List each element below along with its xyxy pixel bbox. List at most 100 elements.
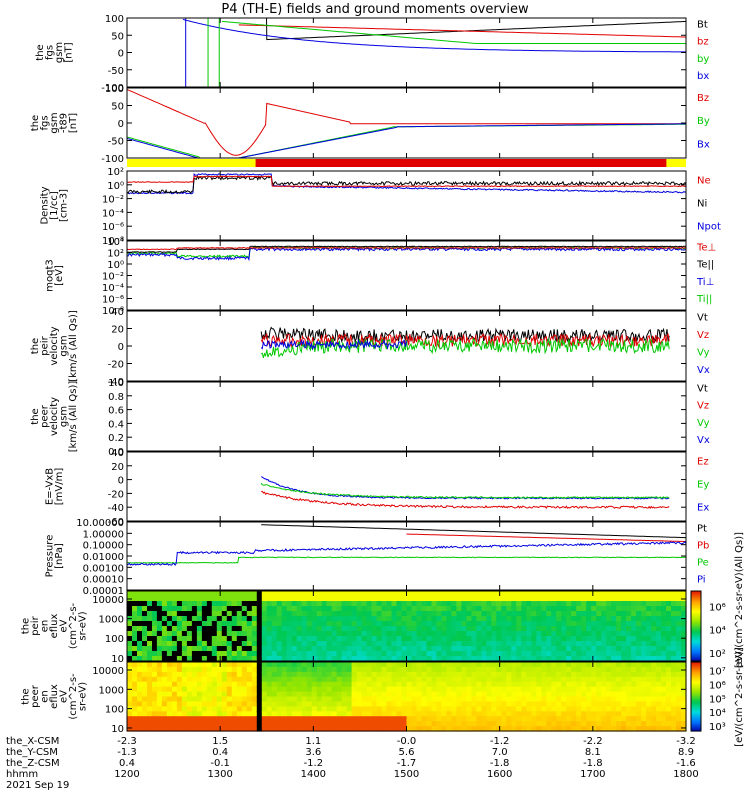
legend-entry: Ne bbox=[697, 176, 711, 187]
series-line bbox=[127, 541, 686, 567]
legend-entry: Ni bbox=[697, 199, 707, 210]
y-tick-label: 100 bbox=[105, 84, 124, 95]
y-axis-label: fgs bbox=[40, 115, 51, 130]
y-tick-label: 10⁻² bbox=[102, 272, 124, 283]
colorbar-tick: 10⁴ bbox=[709, 708, 726, 719]
panel-frame bbox=[126, 17, 687, 88]
y-tick-label: 1000 bbox=[99, 615, 124, 626]
y-axis-label: Density bbox=[40, 186, 51, 224]
colorbar-label: [eV/(cm^2-s-sr-eV)(All Qs)] bbox=[734, 532, 745, 668]
x-tick-label: 0.4 bbox=[119, 758, 135, 769]
y-axis-label: (cm^2-s- bbox=[68, 602, 79, 649]
panel-frame bbox=[126, 451, 687, 522]
series-line bbox=[127, 556, 686, 564]
y-axis-label: velocity bbox=[49, 397, 60, 436]
y-tick-label: 40 bbox=[111, 448, 124, 459]
y-tick-label: 10⁻⁸ bbox=[102, 306, 124, 317]
panel-frame bbox=[126, 87, 687, 159]
series-line bbox=[127, 247, 686, 251]
y-tick-label: 10² bbox=[107, 249, 124, 260]
y-axis-label: the bbox=[30, 338, 41, 354]
x-tick-label: -1.6 bbox=[676, 758, 696, 769]
colorbar-label: [eV/(cm^2-s-sr-eV)] bbox=[734, 647, 745, 747]
y-tick-label: 50 bbox=[111, 102, 124, 113]
legend-entry: Vt bbox=[697, 313, 708, 324]
x-tick-label: -0.0 bbox=[397, 736, 417, 747]
y-tick-label: -20 bbox=[108, 489, 124, 500]
series-line bbox=[221, 20, 686, 44]
y-tick-label: 10⁻⁸ bbox=[102, 236, 124, 247]
y-axis-label: peer bbox=[40, 404, 51, 428]
colorbar-tick: 10⁶ bbox=[709, 680, 726, 691]
y-axis-label: sr-eV) bbox=[78, 611, 89, 640]
x-tick-label: 1200 bbox=[114, 769, 139, 780]
y-axis-label: the bbox=[21, 618, 32, 634]
y-tick-label: 0 bbox=[118, 119, 124, 130]
y-axis-label: [eV] bbox=[54, 265, 65, 286]
series-line bbox=[127, 245, 686, 253]
y-axis-label: [nT] bbox=[63, 42, 74, 62]
series-line bbox=[127, 88, 686, 156]
y-tick-label: 10000 bbox=[92, 666, 124, 677]
y-tick-label: 0.00010 bbox=[83, 575, 124, 586]
colorbar-tick: 10² bbox=[709, 649, 726, 660]
x-tick-label: 8.1 bbox=[585, 747, 601, 758]
y-tick-label: 1000 bbox=[99, 685, 124, 696]
y-axis-label: the bbox=[21, 688, 32, 704]
series-line bbox=[238, 24, 686, 38]
date-label: 2021 Sep 19 bbox=[6, 780, 69, 791]
x-tick-label: 1600 bbox=[487, 769, 512, 780]
y-tick-label: 50 bbox=[111, 31, 124, 42]
y-axis-label: eV bbox=[59, 619, 70, 632]
x-tick-label: 1.5 bbox=[212, 736, 228, 747]
spectrogram-cells bbox=[127, 591, 687, 662]
y-axis-label: gsm bbox=[49, 112, 60, 133]
x-tick-label: 5.6 bbox=[399, 747, 415, 758]
colorbar-tick: 10⁷ bbox=[709, 667, 726, 678]
y-axis-label: the bbox=[30, 115, 41, 131]
legend-entry: Vz bbox=[697, 401, 709, 412]
legend-entry: Ti⊥ bbox=[696, 277, 714, 288]
y-tick-label: -50 bbox=[108, 66, 124, 77]
x-tick-label: 1400 bbox=[301, 769, 326, 780]
y-tick-label: 0.00001 bbox=[83, 586, 124, 597]
y-tick-label: -20 bbox=[108, 360, 124, 371]
x-tick-label: -1.8 bbox=[583, 758, 603, 769]
y-axis-label: sr-eV) bbox=[78, 682, 89, 711]
series-line bbox=[406, 533, 686, 542]
y-tick-label: 10⁻⁴ bbox=[102, 283, 124, 294]
y-axis-label: Pressure bbox=[44, 535, 55, 578]
y-tick-label: 10² bbox=[107, 167, 124, 178]
x-tick-label: 1800 bbox=[673, 769, 698, 780]
y-tick-label: 0.10000 bbox=[83, 541, 124, 552]
y-axis-label: eflux bbox=[49, 684, 60, 709]
axis-row-label: the_Y-CSM bbox=[6, 747, 58, 758]
y-tick-label: 10⁰ bbox=[107, 260, 124, 271]
y-axis-label: gsm bbox=[59, 335, 70, 356]
y-tick-label: 0.4 bbox=[108, 419, 124, 430]
x-tick-label: 8.9 bbox=[678, 747, 694, 758]
y-axis-label: velocity bbox=[49, 326, 60, 365]
x-tick-label: 1500 bbox=[394, 769, 419, 780]
spectrogram-cells bbox=[127, 662, 687, 732]
axis-row-label: the_Z-CSM bbox=[6, 758, 60, 769]
y-tick-label: -40 bbox=[108, 377, 124, 388]
x-tick-label: -1.3 bbox=[117, 747, 137, 758]
plot-title: P4 (TH-E) fields and ground moments over… bbox=[221, 2, 529, 17]
legend-entry: Vz bbox=[697, 330, 709, 341]
legend-entry: Pt bbox=[697, 523, 707, 534]
series-line bbox=[127, 175, 686, 188]
y-axis-label: E=-VxB bbox=[44, 468, 55, 505]
legend-entry: Pi bbox=[697, 574, 706, 585]
series-line bbox=[260, 326, 670, 344]
legend-entry: Ex bbox=[697, 503, 709, 514]
y-axis-label: moqt3 bbox=[44, 259, 55, 292]
y-axis-label: the bbox=[35, 44, 46, 60]
panel-frame bbox=[126, 240, 687, 311]
series-line bbox=[266, 18, 686, 41]
y-tick-label: 0.6 bbox=[108, 406, 124, 417]
y-axis-label: -t89 bbox=[59, 113, 70, 133]
x-tick-label: -1.7 bbox=[397, 758, 417, 769]
x-tick-label: 1300 bbox=[207, 769, 232, 780]
y-tick-label: 20 bbox=[111, 325, 124, 336]
